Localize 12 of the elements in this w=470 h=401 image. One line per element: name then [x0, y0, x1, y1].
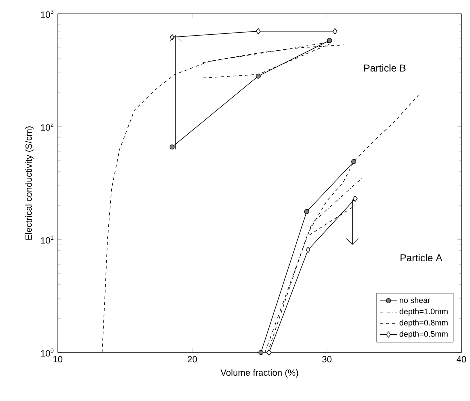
y-tick-label: 10$^{2}$: [41, 123, 54, 132]
x-tick-label: 30: [322, 356, 332, 363]
y-tick-label: 10$^{3}$: [41, 10, 54, 18]
x-tick-label: 40: [456, 356, 466, 363]
y-tick-label: 10$^{1}$: [41, 236, 54, 244]
annotation: Particle B: [364, 64, 406, 72]
x-axis-title: Volume fraction (%): [220, 370, 298, 378]
annotation: Particle A: [400, 254, 443, 262]
x-tick-label: 20: [188, 356, 198, 363]
y-tick-label: 10$^{0}$: [41, 348, 54, 357]
y-axis-title: Electrical conductivity (S/cm): [25, 126, 34, 240]
x-tick-label: 10: [54, 356, 63, 363]
